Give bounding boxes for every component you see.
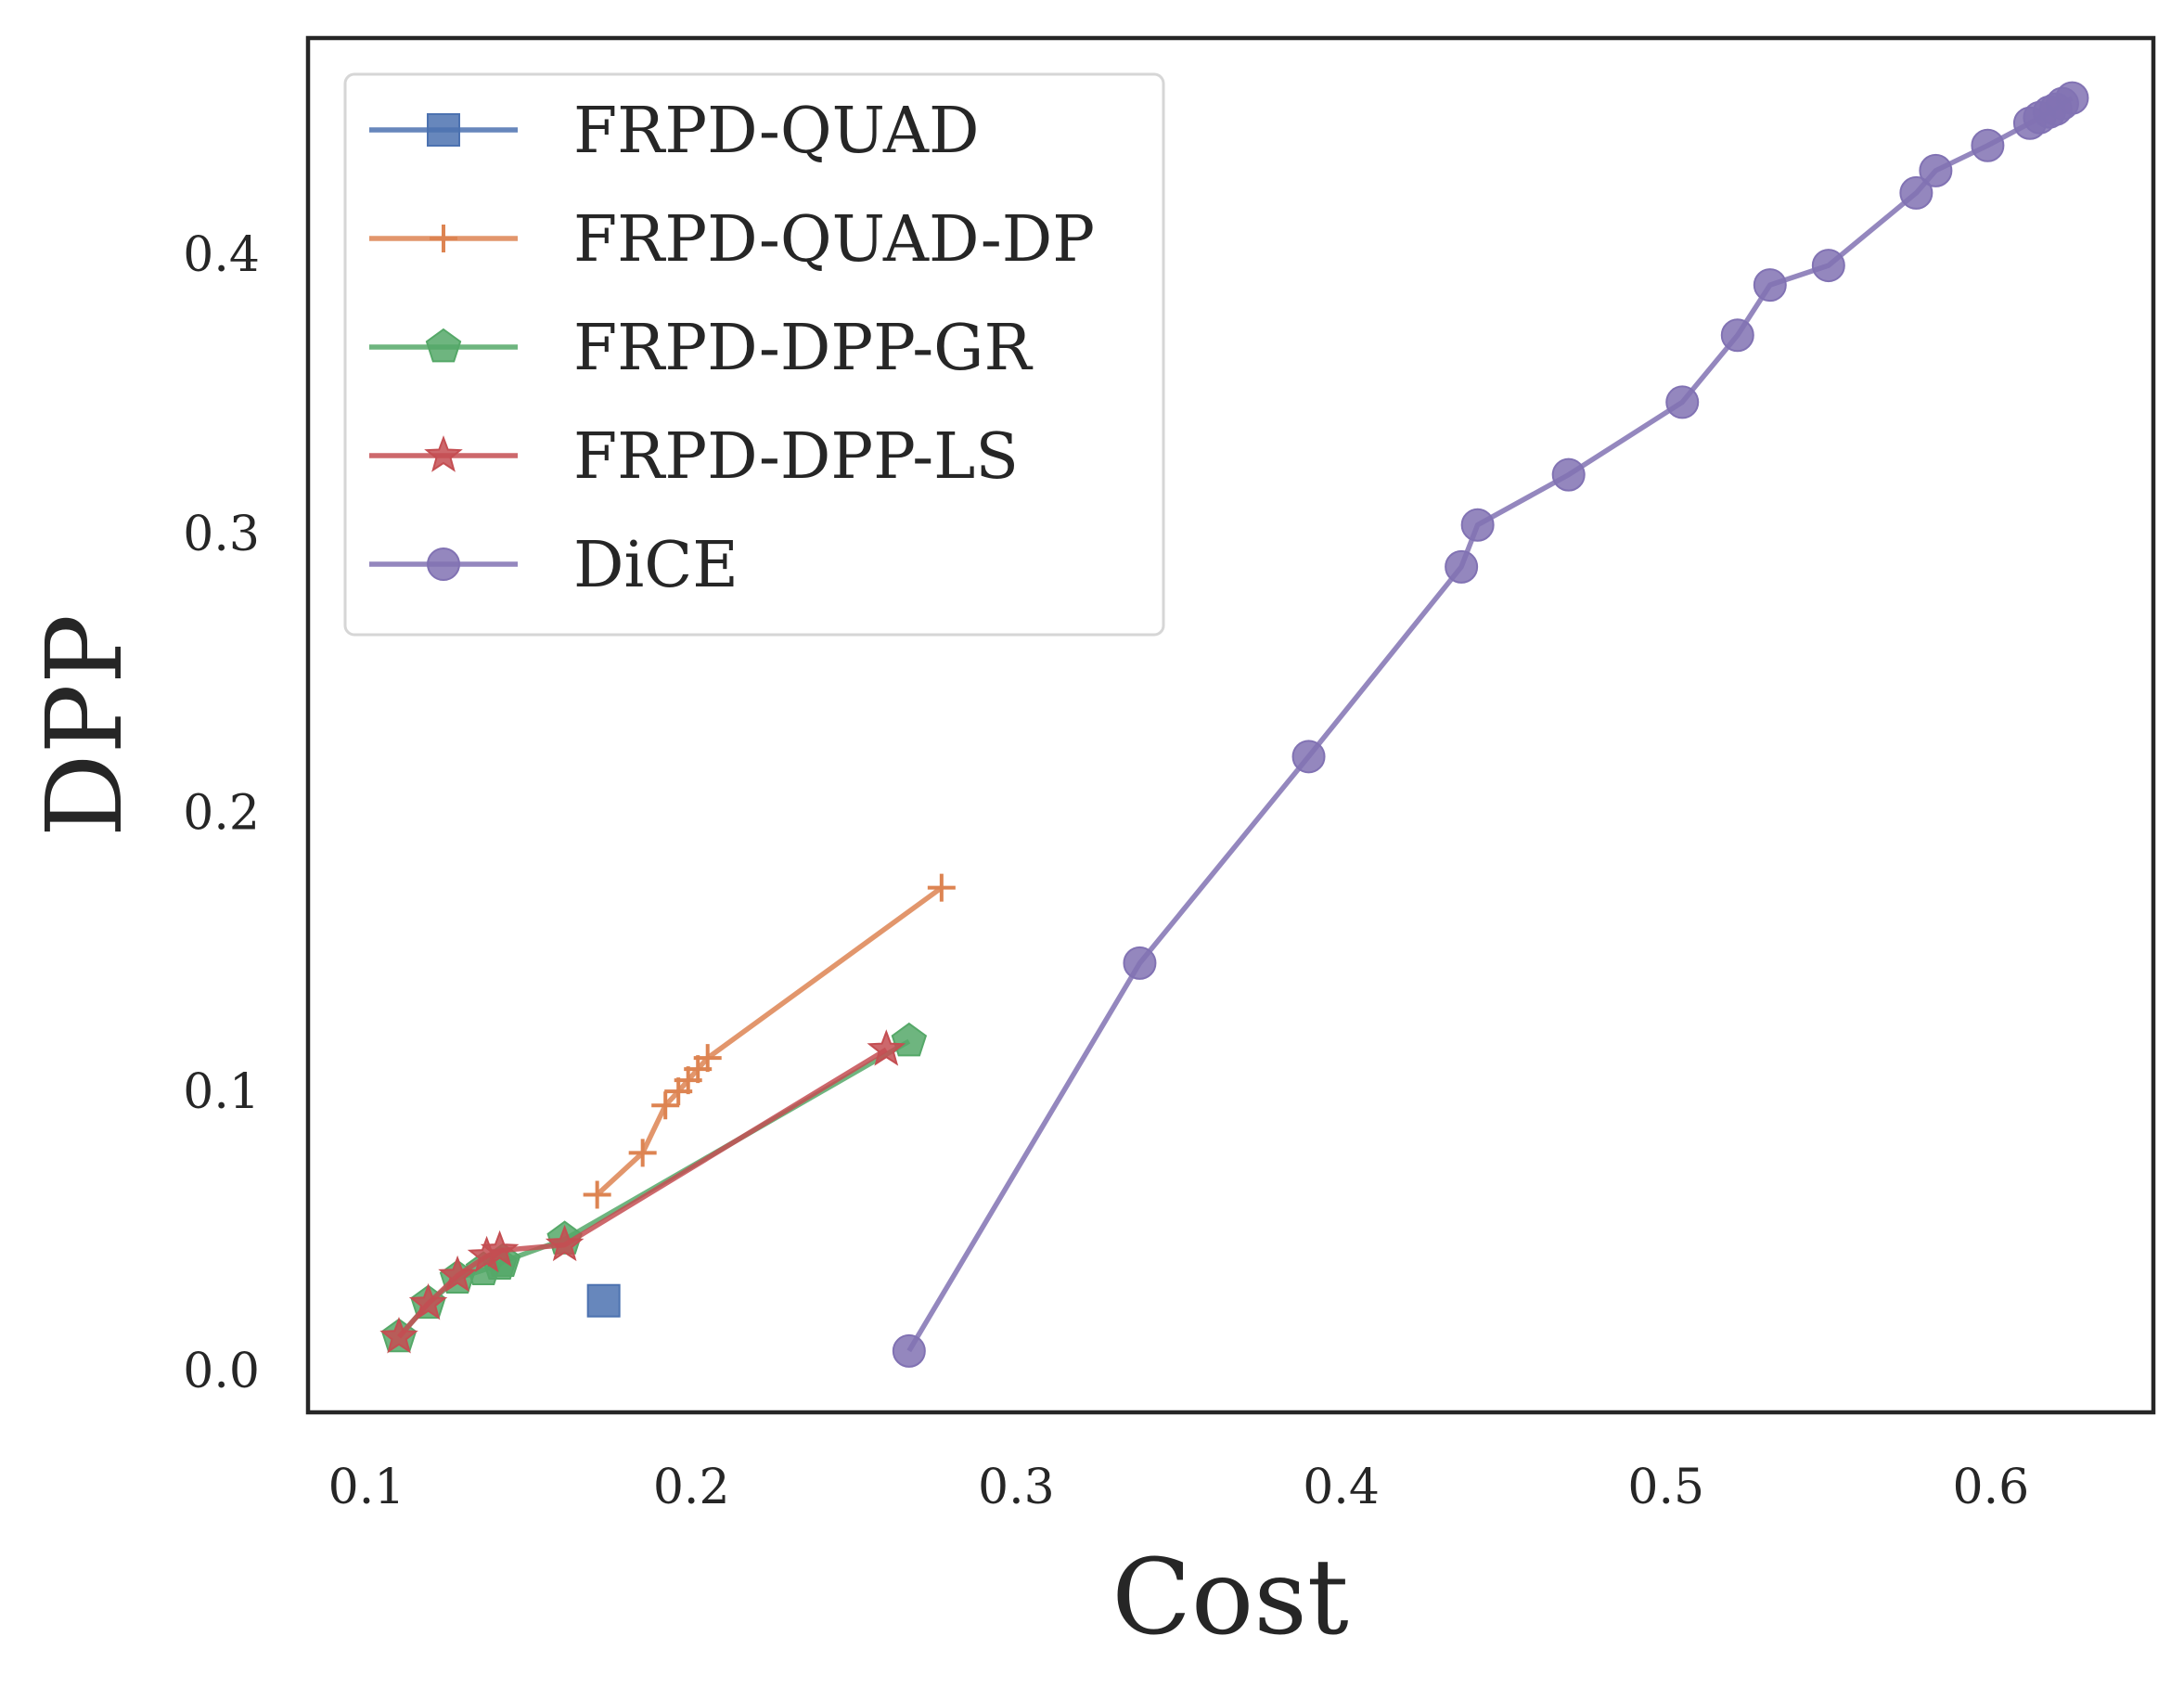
point-dice-7: [1720, 318, 1754, 353]
point-dice-0: [892, 1333, 926, 1368]
point-frpd-dpp-ls-6: [867, 1029, 906, 1066]
point-frpd-dpp-ls-4: [480, 1230, 520, 1268]
legend-marker-frpd-dpp-gr: [425, 328, 462, 363]
x-tick-label: 0.6: [1953, 1460, 2030, 1515]
legend-marker-frpd-dpp-ls: [424, 435, 463, 472]
x-tick-label: 0.4: [1303, 1460, 1380, 1515]
series-frpd-quad: [586, 1283, 621, 1318]
point-frpd-quad-dp-1: [628, 1139, 657, 1167]
legend-item-frpd-quad-dp: FRPD-QUAD-DP: [369, 203, 1095, 277]
legend-marker-frpd-quad: [427, 113, 460, 147]
y-tick-label: 0.4: [183, 227, 260, 283]
y-tick-label: 0.2: [183, 785, 260, 841]
point-dice-2: [1291, 740, 1326, 774]
legend-item-dice: DiCE: [369, 529, 739, 602]
y-tick-label: 0.1: [183, 1064, 260, 1120]
series-frpd-quad-dp: [583, 873, 956, 1209]
series-frpd-dpp-ls: [379, 1029, 906, 1354]
point-dice-4: [1460, 508, 1495, 542]
point-dice-18: [2055, 81, 2089, 115]
point-dice-12: [1971, 128, 2005, 162]
point-frpd-dpp-ls-0: [379, 1316, 418, 1354]
y-tick-label: 0.3: [183, 507, 260, 562]
ticks-layer: 0.1 0.2 0.3 0.4 0.5 0.6 0.0 0.1 0.2 0.3 0.4: [183, 227, 2029, 1515]
x-tick-label: 0.3: [978, 1460, 1055, 1515]
point-dice-9: [1811, 249, 1845, 283]
legend-marker-frpd-quad-dp: [430, 225, 457, 252]
legend-label-frpd-quad-dp: FRPD-QUAD-DP: [573, 203, 1095, 277]
point-dice-5: [1551, 457, 1586, 492]
series-layer: [379, 81, 2089, 1368]
point-frpd-dpp-ls-5: [545, 1224, 585, 1262]
series-dice: [892, 81, 2089, 1368]
point-frpd-quad-dp-0: [583, 1180, 611, 1209]
point-frpd-quad-0: [586, 1283, 621, 1318]
point-dice-3: [1445, 549, 1479, 584]
point-frpd-dpp-ls-1: [408, 1282, 448, 1320]
x-tick-label: 0.1: [328, 1460, 405, 1515]
x-tick-label: 0.5: [1627, 1460, 1704, 1515]
point-frpd-quad-dp-7: [927, 873, 956, 902]
y-axis-title: DPP: [25, 614, 146, 838]
point-dice-11: [1919, 153, 1953, 187]
legend-label-frpd-dpp-gr: FRPD-DPP-GR: [573, 312, 1033, 385]
point-dice-1: [1123, 946, 1157, 980]
legend-box: [343, 72, 1165, 637]
legend-label-frpd-dpp-ls: FRPD-DPP-LS: [573, 420, 1019, 494]
plot-frame: [305, 35, 2156, 1415]
legend-marker-dice: [427, 547, 460, 581]
point-frpd-quad-dp-2: [651, 1091, 680, 1120]
point-frpd-dpp-ls-2: [438, 1255, 477, 1293]
point-dice-10: [1899, 175, 1933, 210]
point-frpd-quad-dp-6: [693, 1044, 722, 1073]
x-tick-label: 0.2: [653, 1460, 730, 1515]
legend-label-frpd-quad: FRPD-QUAD: [573, 95, 979, 168]
x-axis-title: Cost: [1111, 1538, 1349, 1658]
legend-item-frpd-dpp-gr: FRPD-DPP-GR: [369, 312, 1033, 385]
point-dice-6: [1665, 385, 1700, 419]
legend-label-dice: DiCE: [573, 529, 739, 602]
legend: FRPD-QUAD FRPD-QUAD-DP FRPD-DPP-GR FRPD-DPP…: [343, 72, 1165, 637]
y-tick-label: 0.0: [183, 1344, 260, 1399]
legend-item-frpd-quad: FRPD-QUAD: [369, 95, 979, 168]
point-dice-8: [1753, 268, 1787, 303]
point-frpd-dpp-gr-7: [891, 1022, 928, 1057]
legend-item-frpd-dpp-ls: FRPD-DPP-LS: [369, 420, 1019, 494]
